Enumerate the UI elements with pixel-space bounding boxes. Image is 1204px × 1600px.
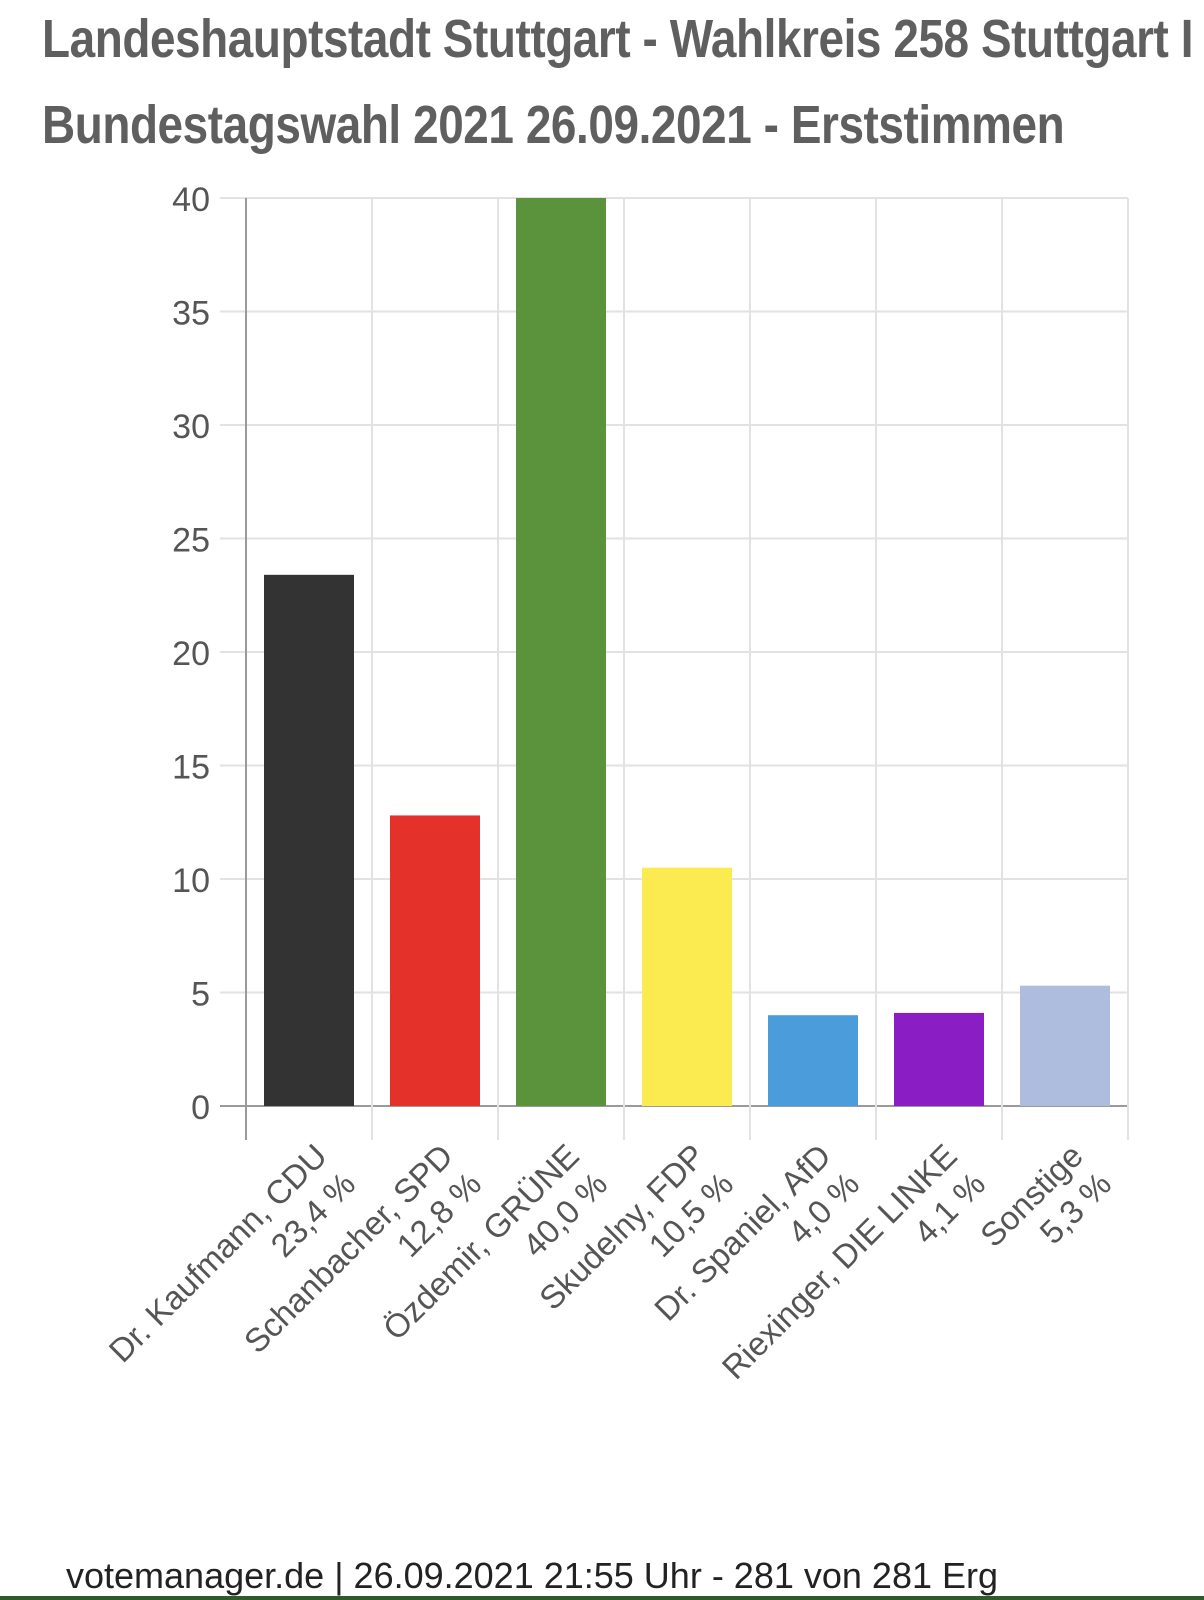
y-tick-label: 10 — [172, 862, 210, 900]
bar-5 — [768, 1015, 858, 1106]
bar-2 — [390, 815, 480, 1106]
y-tick-label: 0 — [191, 1089, 210, 1127]
y-tick-label: 15 — [172, 749, 210, 787]
y-tick-label: 20 — [172, 635, 210, 673]
bar-7 — [1020, 985, 1110, 1106]
chart-title-line-1: Landeshauptstadt Stuttgart - Wahlkreis 2… — [42, 9, 1194, 69]
bar-1 — [264, 574, 354, 1106]
chart-title-line-2: Bundestagswahl 2021 26.09.2021 - Erststi… — [42, 95, 1065, 155]
bar-3 — [516, 198, 606, 1106]
source-footer: votemanager.de | 26.09.2021 21:55 Uhr - … — [66, 1555, 999, 1596]
bar-6 — [894, 1012, 984, 1106]
y-tick-label: 30 — [172, 408, 210, 446]
y-tick-label: 25 — [172, 522, 210, 560]
bar-4 — [642, 867, 732, 1106]
bottom-divider — [0, 1596, 1204, 1600]
y-tick-label: 5 — [191, 976, 210, 1014]
y-tick-label: 40 — [172, 181, 210, 219]
y-tick-label: 35 — [172, 295, 210, 333]
